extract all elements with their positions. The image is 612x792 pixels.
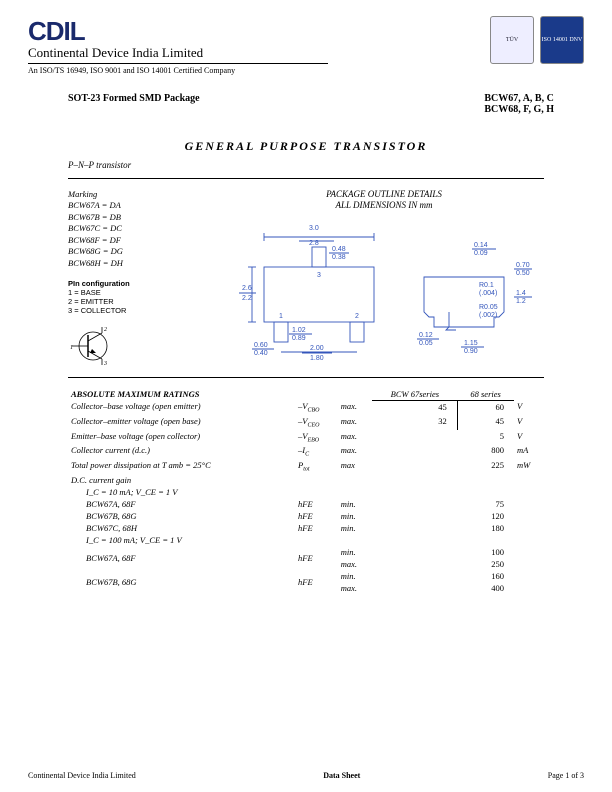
marking-block: Marking BCW67A = DA BCW67B = DB BCW67C =… <box>68 189 194 373</box>
gain-condition: I_C = 100 mA; V_CE = 1 V <box>68 534 295 546</box>
package-title-line1: PACKAGE OUTLINE DETAILS <box>326 189 442 199</box>
rating-unit: V <box>514 400 544 415</box>
table-row: Total power dissipation at T amb = 25°C … <box>68 459 544 474</box>
marking-item: BCW68F = DF <box>68 235 194 246</box>
marking-item: BCW68G = DG <box>68 246 194 257</box>
svg-text:1.15: 1.15 <box>464 340 478 347</box>
page-footer: Continental Device India Limited Data Sh… <box>28 771 584 780</box>
transistor-symbol-icon: 1 2 3 <box>68 323 194 372</box>
pin-line: 1 = BASE <box>68 288 194 297</box>
table-row: Collector current (d.c.) –IC max. 800 mA <box>68 444 544 459</box>
svg-text:0.12: 0.12 <box>419 332 433 339</box>
document-title: GENERAL PURPOSE TRANSISTOR <box>28 139 584 154</box>
marking-item: BCW68H = DH <box>68 258 194 269</box>
svg-text:2: 2 <box>104 327 107 333</box>
svg-text:R0.05: R0.05 <box>479 304 498 311</box>
series-67-header: BCW 67series <box>372 388 457 401</box>
part-numbers: BCW67, A, B, C BCW68, F, G, H <box>484 93 554 115</box>
company-name: Continental Device India Limited <box>28 45 328 61</box>
svg-text:R0.1: R0.1 <box>479 282 494 289</box>
package-outline-drawing: 3 1 2 3.0 2.8 0.48 0.38 <box>224 217 544 369</box>
section-rule-1 <box>68 178 544 179</box>
marking-heading: Marking <box>68 189 194 200</box>
svg-text:1: 1 <box>279 313 283 320</box>
svg-text:1.2: 1.2 <box>516 298 526 305</box>
package-outline-title: PACKAGE OUTLINE DETAILS ALL DIMENSIONS I… <box>224 189 544 211</box>
svg-text:0.48: 0.48 <box>332 246 346 253</box>
rating-value: 45 <box>372 400 457 415</box>
svg-text:0.60: 0.60 <box>254 342 268 349</box>
svg-text:0.14: 0.14 <box>474 242 488 249</box>
rating-symbol: –VCBO <box>295 400 338 415</box>
svg-text:1.80: 1.80 <box>310 355 324 362</box>
svg-text:0.05: 0.05 <box>419 340 433 347</box>
rating-desc: Collector–base voltage (open emitter) <box>68 400 295 415</box>
pin-line: 2 = EMITTER <box>68 297 194 306</box>
table-row: Collector–base voltage (open emitter) –V… <box>68 400 544 415</box>
page-header: CDIL Continental Device India Limited An… <box>28 16 584 75</box>
svg-text:3: 3 <box>103 361 107 367</box>
svg-text:2.00: 2.00 <box>310 345 324 352</box>
footer-company: Continental Device India Limited <box>28 771 136 780</box>
svg-text:2.6: 2.6 <box>242 285 252 292</box>
gain-title: D.C. current gain <box>68 474 295 486</box>
svg-text:0.90: 0.90 <box>464 348 478 355</box>
package-title-line2: ALL DIMENSIONS IN mm <box>335 200 432 210</box>
company-logo: CDIL <box>28 16 328 47</box>
table-row: BCW67A, 68F hFE min. 75 <box>68 498 544 510</box>
svg-text:0.89: 0.89 <box>292 335 306 342</box>
svg-text:3.0: 3.0 <box>309 225 319 232</box>
certification-badges: TÜV ISO 14001 DNV <box>490 16 584 64</box>
pin-configuration: PIn configuration 1 = BASE 2 = EMITTER 3… <box>68 279 194 315</box>
svg-text:0.40: 0.40 <box>254 350 268 357</box>
parts-line-1: BCW67, A, B, C <box>484 93 554 104</box>
table-row: BCW67B, 68G hFE min. 160 <box>68 570 544 582</box>
table-row: Emitter–base voltage (open collector) –V… <box>68 430 544 445</box>
svg-text:0.09: 0.09 <box>474 250 488 257</box>
svg-text:(.002): (.002) <box>479 312 497 319</box>
table-row: BCW67B, 68G hFE min. 120 <box>68 510 544 522</box>
rating-value: 60 <box>457 400 514 415</box>
pin-config-title: PIn configuration <box>68 279 194 288</box>
table-row: Collector–emitter voltage (open base) –V… <box>68 415 544 430</box>
ratings-table: ABSOLUTE MAXIMUM RATINGS BCW 67series 68… <box>68 388 544 594</box>
content-area: P–N–P transistor Marking BCW67A = DA BCW… <box>68 160 544 594</box>
package-outline-block: PACKAGE OUTLINE DETAILS ALL DIMENSIONS I… <box>224 189 544 373</box>
svg-text:3: 3 <box>317 272 321 279</box>
header-rule <box>28 63 328 64</box>
svg-text:1.4: 1.4 <box>516 290 526 297</box>
title-row: SOT-23 Formed SMD Package BCW67, A, B, C… <box>68 93 554 115</box>
section-rule-2 <box>68 377 544 378</box>
marking-package-row: Marking BCW67A = DA BCW67B = DB BCW67C =… <box>68 189 544 373</box>
logo-block: CDIL Continental Device India Limited An… <box>28 16 328 75</box>
footer-doc-type: Data Sheet <box>323 771 360 780</box>
marking-item: BCW67A = DA <box>68 200 194 211</box>
svg-text:0.38: 0.38 <box>332 254 346 261</box>
certification-line: An ISO/TS 16949, ISO 9001 and ISO 14001 … <box>28 66 328 75</box>
rating-cond: max. <box>338 400 373 415</box>
svg-text:0.70: 0.70 <box>516 262 530 269</box>
parts-line-2: BCW68, F, G, H <box>484 104 554 115</box>
pin-line: 3 = COLLECTOR <box>68 306 194 315</box>
table-row: BCW67A, 68F hFE min. 100 <box>68 546 544 558</box>
dnv-badge-icon: ISO 14001 DNV <box>540 16 584 64</box>
table-row: BCW67C, 68H hFE min. 180 <box>68 522 544 534</box>
footer-page-number: Page 1 of 3 <box>548 771 584 780</box>
series-68-header: 68 series <box>457 388 514 401</box>
transistor-type: P–N–P transistor <box>68 160 544 170</box>
svg-text:2: 2 <box>355 313 359 320</box>
svg-text:(.004): (.004) <box>479 290 497 297</box>
marking-item: BCW67C = DC <box>68 223 194 234</box>
svg-text:2.2: 2.2 <box>242 295 252 302</box>
svg-text:0.50: 0.50 <box>516 270 530 277</box>
package-name: SOT-23 Formed SMD Package <box>68 93 200 115</box>
svg-text:1: 1 <box>70 345 73 351</box>
tuv-badge-icon: TÜV <box>490 16 534 64</box>
ratings-title: ABSOLUTE MAXIMUM RATINGS <box>68 388 295 401</box>
marking-item: BCW67B = DB <box>68 212 194 223</box>
gain-condition: I_C = 10 mA; V_CE = 1 V <box>68 486 295 498</box>
svg-text:1.02: 1.02 <box>292 327 306 334</box>
